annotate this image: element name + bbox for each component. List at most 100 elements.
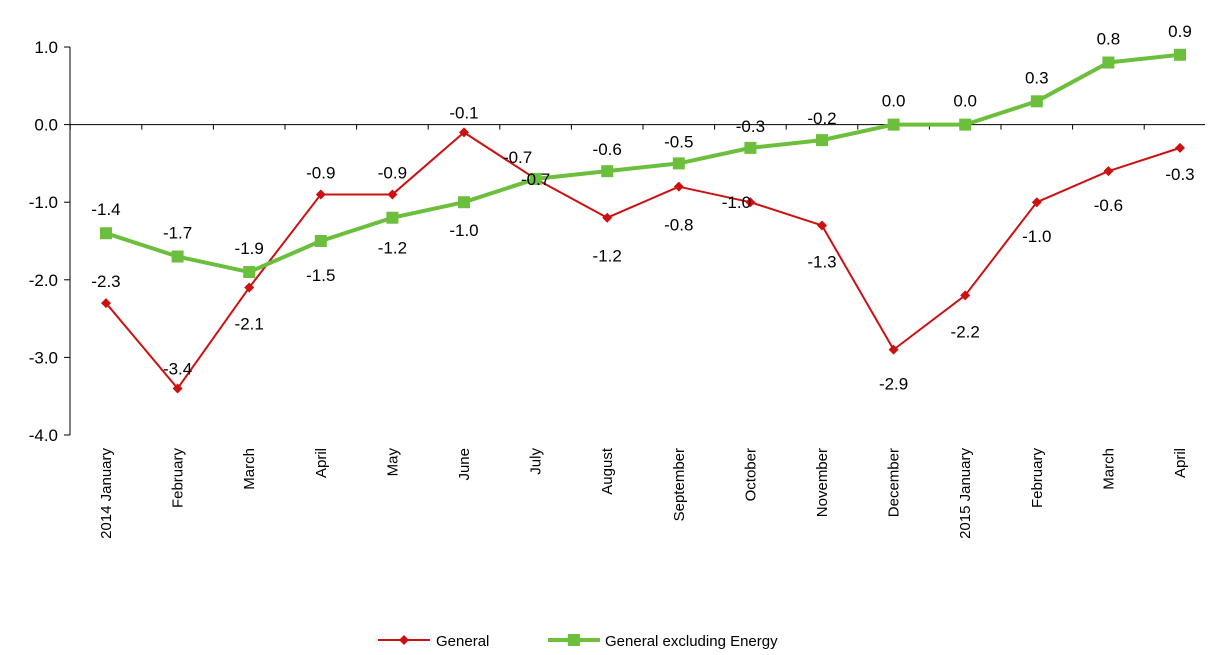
- data-label: -1.9: [235, 239, 264, 258]
- legend: General General excluding Energy: [378, 633, 778, 650]
- x-tick-label: November: [814, 448, 831, 517]
- series-marker-square: [529, 172, 542, 185]
- series-marker-diamond: [1031, 197, 1042, 208]
- series-line-0: [105, 131, 1181, 390]
- series-marker-square: [601, 165, 614, 178]
- series-marker-square: [386, 211, 399, 224]
- series-marker-diamond: [172, 383, 183, 394]
- x-tick-label: March: [1100, 448, 1117, 490]
- data-label: -0.3: [1165, 165, 1194, 184]
- series-marker-square: [1174, 48, 1186, 61]
- series-marker-diamond: [244, 282, 255, 293]
- data-label: -1.7: [163, 224, 192, 243]
- series-marker-square: [458, 196, 470, 209]
- x-tick-label: March: [241, 448, 258, 490]
- x-tick-label: October: [742, 448, 759, 501]
- y-axis-ticks: 1.0 0.0 -1.0 -2.0 -3.0 -4.0: [29, 38, 70, 445]
- x-tick-label: August: [599, 447, 616, 495]
- series-marker-diamond: [1103, 166, 1114, 177]
- y-tick-label: 0.0: [34, 116, 58, 135]
- y-tick-label: -3.0: [29, 348, 58, 367]
- data-label: 0.8: [1097, 30, 1121, 49]
- legend-marker-square: [568, 634, 580, 646]
- x-tick-label: July: [528, 448, 545, 475]
- y-tick-label: -2.0: [29, 271, 58, 290]
- x-tick-label: May: [384, 448, 401, 477]
- data-label: -2.1: [235, 315, 264, 334]
- data-label: 0.3: [1025, 68, 1049, 87]
- data-label: -0.8: [664, 216, 693, 235]
- data-label: -0.6: [593, 140, 622, 159]
- series-marker-square: [1030, 95, 1043, 108]
- series-lines: [105, 52, 1181, 390]
- series-line-1: [105, 52, 1181, 275]
- x-tick-label: September: [671, 448, 688, 521]
- series-marker-diamond: [888, 344, 899, 355]
- y-tick-label: 1.0: [34, 38, 58, 57]
- series-marker-diamond: [817, 220, 827, 231]
- legend-label: General: [436, 633, 489, 650]
- x-tick-label: February: [1029, 448, 1046, 509]
- y-tick-label: -4.0: [29, 426, 58, 445]
- data-label: -1.0: [449, 221, 478, 240]
- data-label: -1.0: [722, 193, 751, 212]
- data-label: -0.3: [736, 117, 765, 136]
- data-label: 0.0: [882, 92, 906, 111]
- data-label: 0.9: [1168, 22, 1192, 41]
- data-label: -2.3: [91, 272, 120, 291]
- series-marker-diamond: [387, 189, 398, 200]
- y-tick-label: -1.0: [29, 193, 58, 212]
- series-marker-square: [744, 141, 757, 154]
- series-marker-square: [959, 118, 972, 131]
- chart-axes: [69, 47, 1205, 435]
- data-label: -1.2: [593, 247, 622, 266]
- series-marker-square: [816, 134, 828, 147]
- data-label: -2.2: [951, 322, 980, 341]
- data-label: -0.9: [306, 163, 335, 182]
- data-label: -1.0: [1022, 227, 1051, 246]
- series-marker-diamond: [459, 127, 469, 138]
- data-label: -0.7: [521, 170, 550, 189]
- series-marker-square: [314, 235, 327, 247]
- series-marker-square: [1102, 56, 1115, 69]
- x-tick-label: April: [313, 448, 330, 478]
- data-label: -1.2: [378, 239, 407, 258]
- x-tick-label: April: [1172, 448, 1189, 478]
- data-label: -2.9: [879, 375, 908, 394]
- series-marker-diamond: [101, 298, 111, 309]
- legend-item: General: [378, 633, 489, 650]
- series-marker-diamond: [673, 181, 684, 192]
- series-marker-square: [887, 118, 900, 131]
- data-label: -1.4: [91, 200, 120, 219]
- x-tick-label: 2014 January: [98, 448, 115, 539]
- series-marker-diamond: [602, 212, 613, 223]
- data-label: -0.5: [664, 132, 693, 151]
- series-marker-square: [243, 266, 256, 279]
- data-label: -1.3: [807, 252, 836, 271]
- legend-marker-diamond: [399, 635, 409, 645]
- series-marker-diamond: [960, 290, 971, 301]
- x-axis-categories: 2014 January February March April May June Jul…: [98, 447, 1189, 539]
- series-marker-diamond: [315, 189, 326, 200]
- legend-item: General excluding Energy: [548, 633, 778, 650]
- x-tick-label: February: [170, 448, 187, 509]
- x-tick-label: June: [456, 448, 473, 481]
- data-label: -0.7: [503, 148, 532, 167]
- series-markers: [100, 48, 1186, 394]
- data-label: -1.5: [306, 266, 335, 285]
- data-label: -0.2: [807, 109, 836, 128]
- data-label: 0.0: [953, 92, 977, 111]
- series-marker-diamond: [1175, 142, 1185, 153]
- series-marker-square: [672, 157, 685, 170]
- x-tick-label: December: [886, 448, 903, 517]
- series-marker-square: [100, 227, 112, 240]
- series-marker-square: [171, 250, 184, 263]
- data-label: -0.1: [449, 103, 478, 122]
- x-tick-label: 2015 January: [957, 448, 974, 539]
- series-marker-diamond: [745, 197, 756, 208]
- data-label: -0.6: [1094, 196, 1123, 215]
- data-labels: -2.3 -3.4 -2.1 -0.9 -0.9 -0.1 -0.7 -1.2 -0.8 -1.0…: [91, 22, 1194, 394]
- legend-label: General excluding Energy: [605, 633, 778, 650]
- data-label: -0.9: [378, 163, 407, 182]
